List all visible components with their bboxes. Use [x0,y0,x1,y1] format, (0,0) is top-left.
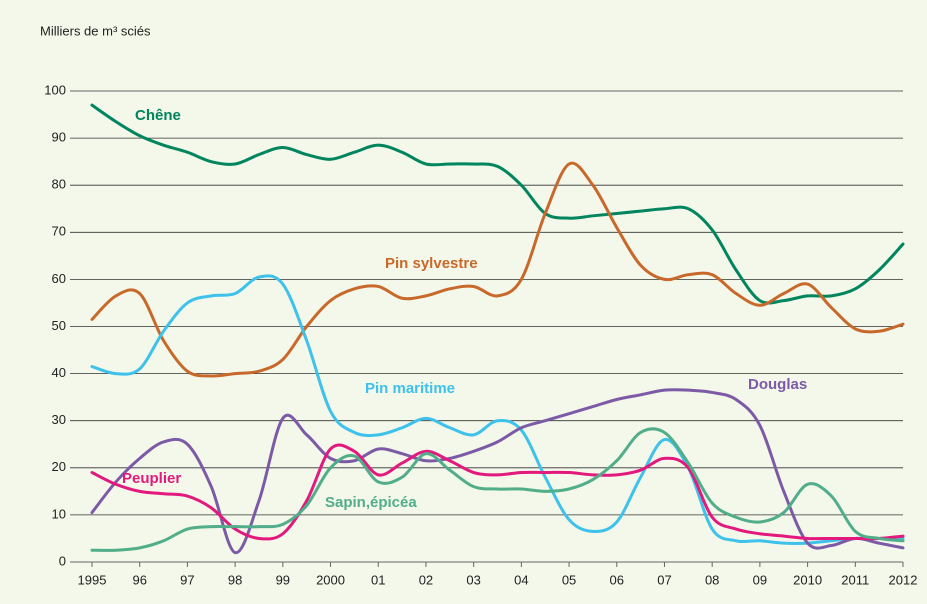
series-line [90,103,905,305]
series-line [90,388,905,555]
x-tick-label: 04 [514,572,528,587]
y-tick-label: 60 [52,271,66,286]
x-tick-label: 01 [371,572,385,587]
y-tick-label: 0 [59,553,66,568]
y-tick-label: 50 [52,318,66,333]
x-tick-label: 07 [657,572,671,587]
y-tick-label: 70 [52,224,66,239]
series-line [90,161,905,378]
x-tick-label: 06 [610,572,624,587]
x-tick-label: 09 [753,572,767,587]
x-tick-label: 1995 [78,572,107,587]
x-tick-label: 2010 [793,572,822,587]
x-tick-label: 08 [705,572,719,587]
x-tick-label: 03 [466,572,480,587]
x-tick-label: 98 [228,572,242,587]
series-label: Pin sylvestre [385,255,478,272]
y-tick-label: 80 [52,177,66,192]
x-tick-label: 02 [419,572,433,587]
y-tick-label: 40 [52,365,66,380]
y-axis-label: Milliers de m³ sciés [40,23,151,38]
series-line [90,427,905,552]
y-tick-label: 30 [52,412,66,427]
x-tick-label: 2000 [316,572,345,587]
x-tick-label: 2011 [841,572,869,587]
x-tick-label: 05 [562,572,576,587]
series-label: Chêne [135,107,181,124]
y-tick-label: 90 [52,130,66,145]
x-tick-label: 97 [180,572,194,587]
y-tick-label: 10 [52,506,66,521]
series-label: Sapin,épicéa [325,494,417,511]
x-tick-label: 2012 [889,572,918,587]
x-tick-label: 96 [132,572,146,587]
series-line [90,443,905,541]
series-line [90,274,905,545]
series-label: Douglas [748,376,807,393]
x-tick-label: 99 [276,572,290,587]
series-label: Peuplier [122,470,181,487]
series-label: Pin maritime [365,380,455,397]
y-tick-label: 20 [52,459,66,474]
y-tick-label: 100 [44,82,66,97]
